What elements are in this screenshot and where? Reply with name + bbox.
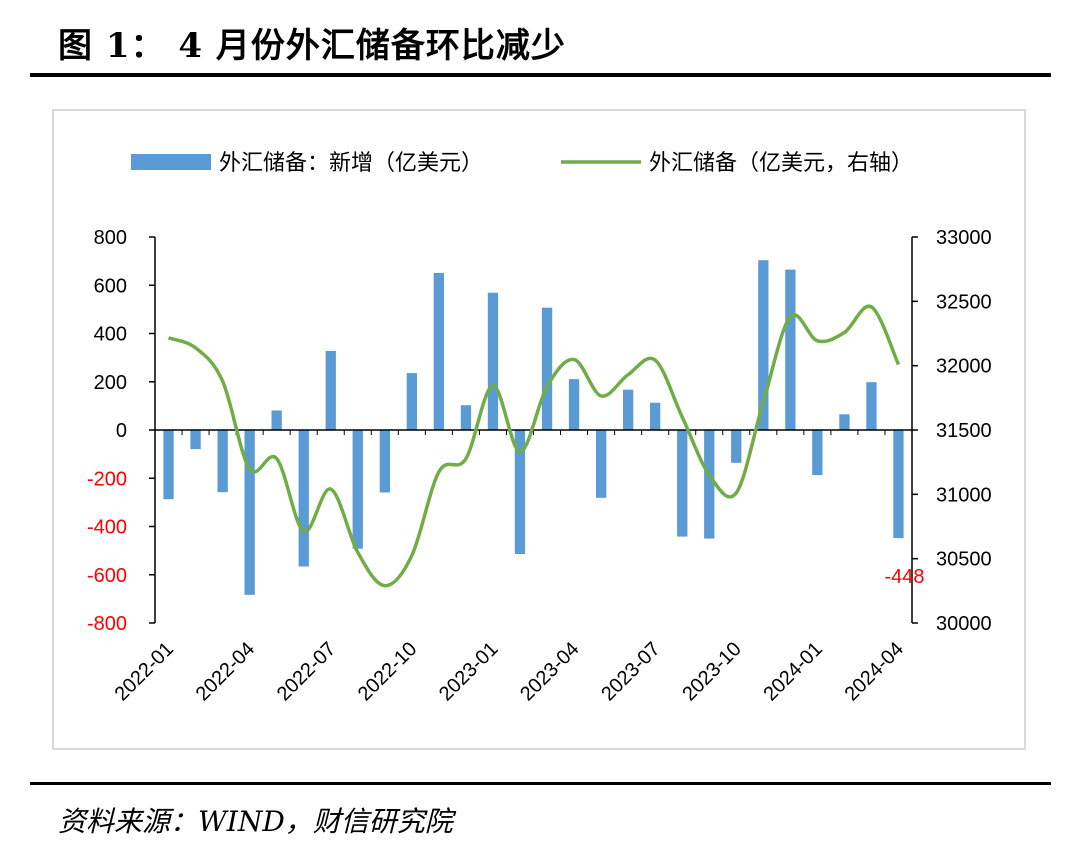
right-tick-label: 31000 <box>936 484 992 506</box>
x-tick-label: 2024-04 <box>841 638 908 705</box>
bar-2022-12 <box>460 405 472 430</box>
bar-2022-08 <box>352 430 363 549</box>
right-tick-label: 32000 <box>936 356 992 378</box>
bar-2023-04 <box>568 379 580 430</box>
bar-2023-12 <box>785 269 796 430</box>
bar-2023-08 <box>677 430 688 537</box>
bar-2023-06 <box>623 389 634 430</box>
bar-2022-04 <box>244 430 255 595</box>
bar-2022-02 <box>190 430 201 450</box>
bar-2024-01 <box>812 430 823 476</box>
bar-2023-10 <box>731 430 742 463</box>
bar-2023-03 <box>541 307 553 430</box>
bar-2022-01 <box>163 430 174 500</box>
bar-2023-05 <box>596 430 607 498</box>
bar-2024-03 <box>866 382 877 430</box>
x-tick-label: 2023-07 <box>597 638 664 705</box>
right-tick-label: 30000 <box>936 613 992 635</box>
bar-2023-07 <box>650 402 661 430</box>
bar-2023-09 <box>704 430 715 539</box>
bar-2022-11 <box>433 272 444 430</box>
legend-swatch-bar <box>131 154 211 170</box>
chart-title: 图 1： 4 月份外汇储备环比减少 <box>58 26 566 66</box>
right-tick-label: 31500 <box>936 420 992 442</box>
left-tick-label: -800 <box>87 613 127 635</box>
x-tick-label: 2023-10 <box>678 638 745 705</box>
left-tick-label: 200 <box>94 372 127 394</box>
x-tick-label: 2023-04 <box>516 638 583 705</box>
top-rule <box>30 73 1051 77</box>
source-note: 资料来源：WIND，财信研究院 <box>58 805 453 838</box>
bar-2022-05 <box>271 410 282 430</box>
bottom-rule <box>30 782 1051 785</box>
bar-2022-06 <box>298 430 309 567</box>
legend-label-bar: 外汇储备：新增（亿美元） <box>219 151 483 176</box>
legend-label-line: 外汇储备（亿美元，右轴） <box>649 151 913 176</box>
bar-2023-01 <box>487 292 499 430</box>
left-tick-label: 600 <box>94 275 127 297</box>
bar-2022-07 <box>325 350 336 430</box>
x-tick-label: 2022-07 <box>273 638 340 705</box>
reserve-line <box>167 304 901 588</box>
bar-2024-02 <box>839 414 850 430</box>
bar-2024-04 <box>893 430 904 539</box>
x-tick-label: 2022-04 <box>192 638 259 705</box>
x-tick-label: 2023-01 <box>435 638 502 705</box>
bar-2022-10 <box>406 373 417 430</box>
bar-2022-03 <box>217 430 228 493</box>
right-tick-label: 30500 <box>936 549 992 571</box>
bar-2023-02 <box>514 430 526 554</box>
chart-frame <box>52 109 1026 750</box>
left-tick-label: 800 <box>94 227 127 249</box>
x-tick-label: 2024-01 <box>759 638 826 705</box>
left-tick-label: 400 <box>94 324 127 346</box>
left-tick-label: -200 <box>87 468 127 490</box>
left-tick-label: -600 <box>87 565 127 587</box>
right-tick-label: 32500 <box>936 291 992 313</box>
annotation-label: -448 <box>884 566 924 588</box>
x-tick-label: 2022-10 <box>354 638 421 705</box>
x-tick-label: 2022-01 <box>111 638 178 705</box>
right-tick-label: 33000 <box>936 227 992 249</box>
bar-2022-09 <box>379 430 390 493</box>
bar-2023-11 <box>758 260 769 430</box>
left-tick-label: 0 <box>116 420 127 442</box>
left-tick-label: -400 <box>87 517 127 539</box>
